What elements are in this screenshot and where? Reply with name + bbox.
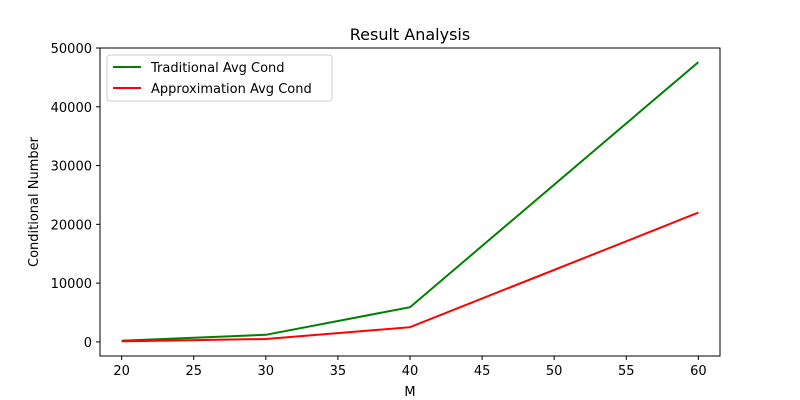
x-tick-label: 45 (474, 364, 491, 379)
x-tick-label: 25 (185, 364, 202, 379)
y-tick-label: 0 (84, 336, 92, 351)
y-tick-label: 20000 (51, 218, 92, 233)
y-tick-label: 50000 (51, 42, 92, 57)
legend-label-1: Traditional Avg Cond (150, 61, 285, 76)
x-tick-label: 60 (690, 364, 707, 379)
series-line-2 (121, 211, 699, 343)
x-tick-label: 30 (258, 364, 275, 379)
y-axis-label: Conditional Number (27, 136, 42, 267)
y-axis-ticks: 0 10000 20000 30000 40000 50000 (51, 42, 100, 351)
chart-title: Result Analysis (350, 25, 470, 44)
x-tick-label: 40 (402, 364, 419, 379)
x-tick-label: 20 (113, 364, 130, 379)
series-line-1 (121, 61, 700, 342)
x-tick-label: 35 (330, 364, 347, 379)
y-tick-label: 40000 (51, 101, 92, 116)
y-tick-label: 30000 (51, 160, 92, 175)
x-axis-label: M (404, 385, 415, 400)
legend-box (106, 54, 333, 102)
x-tick-label: 50 (546, 364, 563, 379)
x-tick-label: 55 (618, 364, 635, 379)
y-tick-label: 10000 (51, 277, 92, 292)
legend-label-2: Approximation Avg Cond (151, 82, 312, 97)
x-axis-ticks: 20 25 30 35 40 45 50 55 60 (113, 356, 707, 379)
legend: Traditional Avg Cond Approximation Avg Co… (106, 54, 333, 102)
